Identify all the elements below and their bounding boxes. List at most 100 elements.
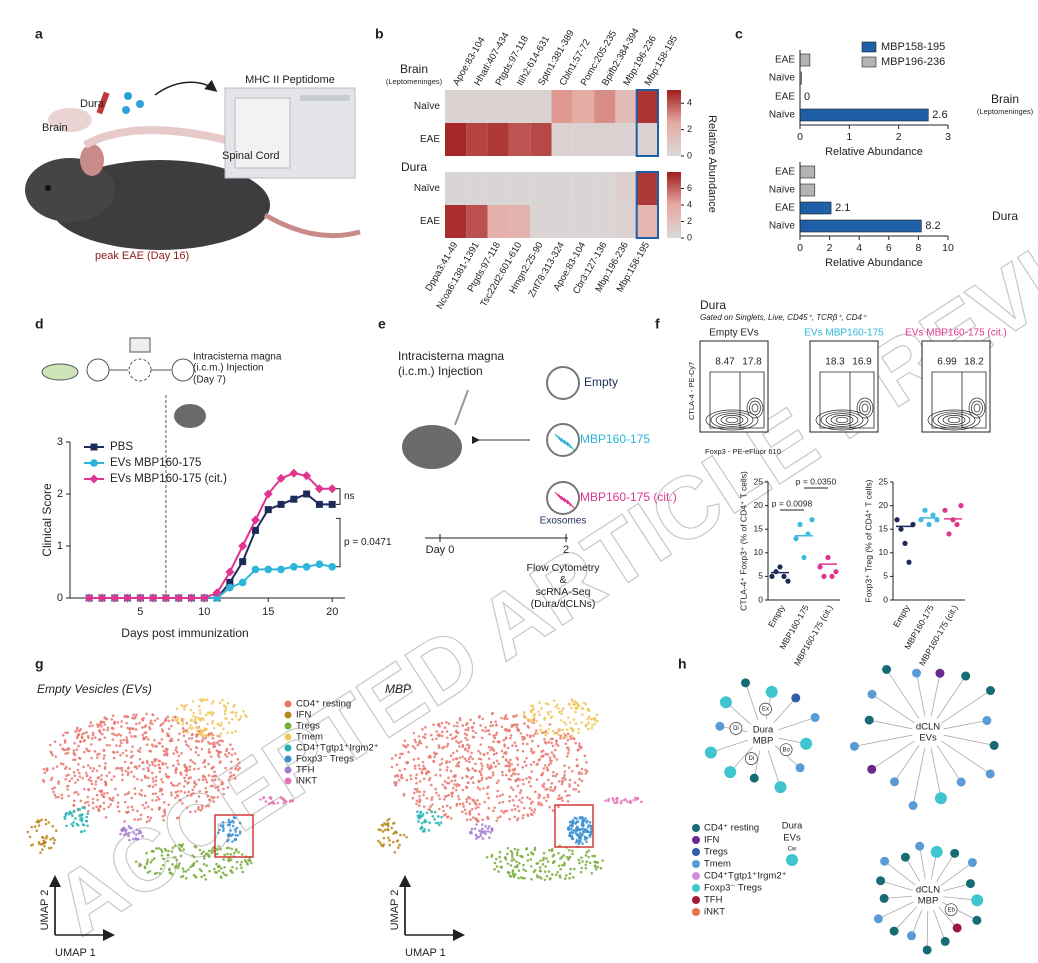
- umap-cell: [449, 754, 453, 757]
- umap-cell: [486, 830, 490, 833]
- umap-cell: [578, 742, 581, 746]
- umap-cell: [138, 864, 141, 868]
- umap-cell: [161, 745, 164, 748]
- category-label: Naïve: [769, 185, 796, 196]
- umap-cell: [587, 855, 590, 859]
- umap-cell: [476, 799, 479, 802]
- umap-cell: [288, 800, 292, 804]
- umap-cell: [498, 801, 501, 805]
- point: [894, 517, 900, 523]
- node: [880, 856, 890, 866]
- umap-cell: [519, 789, 523, 792]
- umap-cell: [573, 816, 577, 820]
- marker: [302, 563, 311, 571]
- umap-cell: [524, 716, 528, 719]
- umap-cell: [192, 855, 196, 859]
- umap-cell: [394, 783, 398, 787]
- umap-cell: [511, 869, 515, 872]
- umap-cell: [185, 743, 188, 746]
- umap-cell: [505, 809, 509, 813]
- heatmap-cell: [551, 123, 573, 156]
- umap-cell: [193, 762, 197, 765]
- legend-label: CD4⁺ resting: [296, 699, 351, 710]
- chart-title: Dura: [992, 209, 1018, 223]
- gate: [709, 371, 765, 429]
- umap-cell: [589, 717, 593, 721]
- umap-cell: [226, 852, 229, 856]
- umap-cell: [126, 726, 130, 730]
- umap-cell: [159, 867, 163, 871]
- umap-cell: [47, 846, 51, 850]
- umap-cell: [478, 829, 481, 833]
- umap-cell: [510, 763, 514, 766]
- umap-cell: [212, 743, 216, 746]
- umap-cell: [421, 830, 425, 833]
- umap-cell: [93, 736, 97, 739]
- row-label: Naïve: [414, 183, 441, 194]
- umap-cell: [60, 796, 64, 800]
- heatmap-cell: [508, 172, 531, 205]
- umap-cell: [585, 860, 589, 863]
- umap-cell: [568, 877, 571, 880]
- marker: [90, 459, 98, 467]
- umap-cell: [230, 731, 234, 734]
- umap-cell: [529, 812, 533, 816]
- umap-cell: [189, 708, 193, 712]
- umap-cell: [64, 812, 68, 816]
- umap-cell: [522, 782, 525, 786]
- edge: [938, 906, 958, 929]
- umap-cell: [569, 726, 573, 730]
- umap-cell: [204, 786, 207, 790]
- umap-cell: [193, 767, 196, 771]
- umap-cell: [97, 809, 101, 812]
- umap-cell: [491, 724, 494, 727]
- umap-cell: [53, 740, 57, 743]
- umap-cell: [542, 782, 546, 786]
- umap-cell: [89, 766, 92, 770]
- umap-cell: [514, 779, 518, 783]
- umap-cell: [140, 793, 144, 797]
- umap-cell: [564, 874, 568, 877]
- umap-cell: [202, 775, 205, 779]
- umap-cell: [576, 748, 580, 752]
- umap-cell: [136, 777, 139, 781]
- umap-cell: [440, 757, 444, 761]
- annotation: p = 0.0350: [796, 476, 837, 486]
- umap-cell: [531, 704, 535, 708]
- umap-cell: [120, 725, 123, 728]
- umap-cell: [116, 721, 120, 724]
- umap-cell: [124, 830, 128, 833]
- umap-cell: [556, 870, 559, 874]
- umap-cell: [534, 790, 537, 794]
- umap-cell: [492, 809, 495, 813]
- umap-cell: [418, 767, 422, 771]
- umap-cell: [207, 762, 210, 766]
- umap-cell: [445, 730, 449, 733]
- umap-cell: [546, 711, 549, 714]
- umap-cell: [60, 793, 64, 797]
- umap-cell: [551, 744, 555, 748]
- legend-label: MBP196-236: [881, 56, 945, 68]
- edge: [926, 910, 929, 950]
- umap-cell: [558, 874, 562, 877]
- umap-cell: [72, 758, 75, 762]
- umap-cell: [515, 853, 519, 857]
- umap-cell: [133, 818, 136, 821]
- exosome-schematic: [402, 366, 580, 542]
- umap-cell: [217, 740, 220, 743]
- umap-cell: [227, 820, 231, 824]
- umap-cell: [181, 867, 185, 870]
- umap-cell: [510, 851, 514, 854]
- umap-cell: [477, 716, 481, 719]
- umap-cell: [577, 858, 581, 862]
- umap-cell: [67, 812, 71, 816]
- umap-cell: [574, 722, 578, 726]
- umap-cell: [511, 768, 515, 772]
- umap-cell: [565, 794, 569, 797]
- umap-cell: [281, 797, 285, 801]
- heatmap-cell: [445, 123, 467, 156]
- umap-cell: [86, 812, 90, 816]
- umap-cell: [174, 790, 178, 794]
- umap-cell: [510, 723, 514, 727]
- node: [867, 689, 877, 699]
